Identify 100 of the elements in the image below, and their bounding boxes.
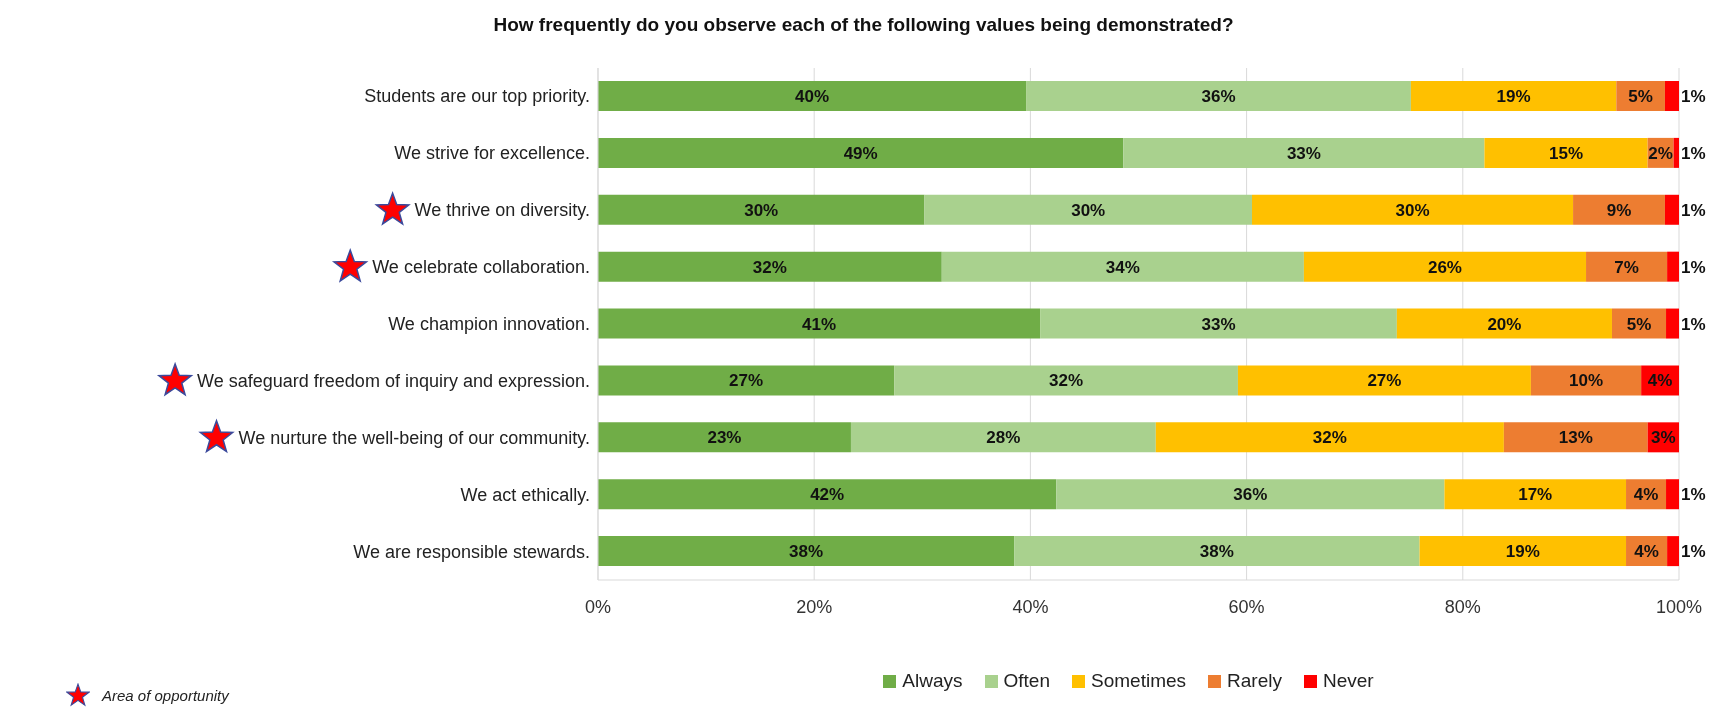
y-tick-label: We champion innovation.: [388, 314, 590, 334]
bar: [1237, 365, 1531, 396]
data-label: 40%: [795, 87, 830, 106]
data-label: 19%: [1496, 87, 1531, 106]
bar: [1586, 251, 1668, 282]
x-tick-label: 0%: [584, 596, 612, 617]
data-label: 4%: [1647, 371, 1673, 391]
legend-label: Often: [1003, 670, 1051, 692]
bar: [1026, 81, 1411, 111]
data-label: 34%: [1105, 257, 1140, 277]
data-label: 32%: [1312, 428, 1347, 448]
bar: [850, 422, 1156, 453]
data-label: 1%: [1681, 143, 1706, 163]
x-tick-label: 100%: [1655, 596, 1703, 617]
x-tick-label: 60%: [1228, 596, 1265, 617]
data-label: 49%: [843, 143, 878, 163]
data-label: 1%: [1681, 485, 1706, 505]
bar: [1155, 422, 1504, 453]
data-label: 36%: [1201, 87, 1236, 106]
data-label: 19%: [1505, 542, 1540, 562]
chart-title: How frequently do you observe each of the following values being demonstrated?: [492, 14, 1235, 36]
bar: [1123, 137, 1485, 168]
data-label: 41%: [802, 314, 837, 334]
bar: [598, 365, 895, 396]
x-tick-label: 20%: [796, 596, 833, 617]
data-label: 42%: [810, 485, 845, 505]
data-label: 10%: [1569, 371, 1604, 391]
data-label: 32%: [752, 257, 787, 277]
bar: [894, 365, 1238, 396]
x-tick-label: 40%: [1012, 596, 1049, 617]
data-label: 1%: [1681, 200, 1706, 220]
bar: [1573, 194, 1665, 225]
data-label: 15%: [1549, 143, 1584, 163]
bar: [1503, 422, 1648, 453]
bar: [1664, 81, 1679, 111]
text: Area of opportunity: [102, 686, 229, 704]
bar: [1419, 536, 1627, 567]
data-label: 13%: [1558, 428, 1593, 448]
bar: [1666, 479, 1679, 510]
data-label: 5%: [1628, 87, 1653, 106]
bar: [1410, 81, 1617, 111]
bar: [1040, 308, 1397, 339]
data-label: 3%: [1651, 428, 1676, 448]
bar: [1484, 137, 1648, 168]
bar: [598, 137, 1124, 168]
data-label: 5%: [1626, 314, 1652, 334]
y-tick-label: Students are our top priority.: [364, 86, 590, 107]
bar: [1664, 194, 1679, 225]
bar: [598, 308, 1041, 339]
bar: [1530, 365, 1642, 396]
y-tick-label: We safeguard freedom of inquiry and expression.: [197, 370, 590, 391]
bar: [1444, 479, 1627, 510]
bar: [598, 422, 851, 453]
data-label: 27%: [1367, 371, 1402, 391]
legend-label: Rarely: [1227, 670, 1282, 692]
data-label: 1%: [1681, 314, 1706, 334]
legend-label: Never: [1322, 670, 1374, 692]
data-label: 9%: [1606, 200, 1632, 220]
y-tick-label: We thrive on diversity.: [414, 200, 590, 221]
data-label: 30%: [1071, 200, 1106, 220]
bar: [598, 81, 1027, 111]
data-label: 38%: [1199, 542, 1234, 562]
data-label: 23%: [707, 428, 742, 448]
bar: [1056, 479, 1445, 510]
data-label: 30%: [744, 200, 779, 220]
data-label: 32%: [1049, 371, 1084, 391]
data-label: 33%: [1201, 314, 1236, 334]
data-label: 4%: [1633, 485, 1659, 505]
legend-label: Always: [902, 670, 963, 692]
bar: [598, 194, 925, 225]
bar: [941, 251, 1304, 282]
data-label: 38%: [789, 542, 824, 562]
y-tick-label: We strive for excellence.: [394, 143, 590, 164]
data-label: 7%: [1614, 257, 1639, 277]
bar: [1667, 536, 1679, 567]
data-label: 17%: [1518, 485, 1553, 505]
data-label: 27%: [729, 371, 764, 391]
bar: [1303, 251, 1587, 282]
data-label: 26%: [1427, 257, 1462, 277]
bar: [1252, 194, 1574, 225]
bar: [1667, 251, 1679, 282]
data-label: 1%: [1681, 257, 1706, 277]
data-label: 2%: [1648, 143, 1673, 163]
data-label: 4%: [1634, 542, 1659, 562]
data-label: 33%: [1286, 143, 1321, 163]
x-tick-label: 80%: [1444, 596, 1481, 617]
bar: [1666, 308, 1679, 339]
bar: [598, 536, 1015, 567]
y-tick-label: We celebrate collaboration.: [372, 257, 590, 278]
legend-label: Sometimes: [1091, 670, 1187, 692]
data-label: 28%: [986, 428, 1021, 448]
bar: [598, 251, 942, 282]
data-label: 1%: [1681, 87, 1706, 106]
data-label: 1%: [1681, 542, 1706, 562]
bar: [598, 479, 1057, 510]
y-tick-label: We nurture the well-being of our community.: [238, 427, 590, 448]
data-label: 30%: [1395, 200, 1430, 220]
bar: [1673, 137, 1679, 168]
data-label: 36%: [1233, 485, 1268, 505]
bar: [1396, 308, 1612, 339]
